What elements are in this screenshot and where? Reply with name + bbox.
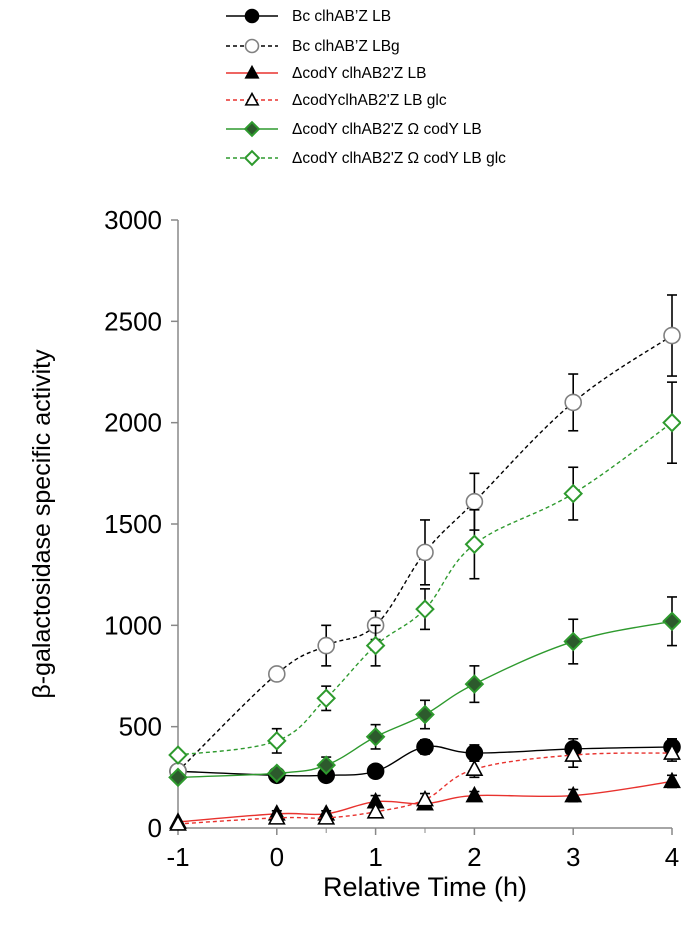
y-tick-label: 1000: [104, 610, 162, 640]
series-4-point: [564, 745, 583, 762]
series-4: [169, 742, 681, 831]
legend-item-3: ΔcodY clhAB2'Z LB: [226, 64, 427, 82]
series-5-point: [316, 755, 337, 775]
series-3-point: [465, 785, 484, 803]
series-5-point: [168, 767, 188, 788]
legend-label: ΔcodY clhAB2'Z Ω codY LB: [292, 121, 482, 138]
series-6-point: [266, 731, 287, 751]
series-4-point: [465, 759, 484, 777]
series-1: [169, 738, 681, 785]
legend-marker: [244, 8, 260, 24]
series-4-line: [177, 752, 673, 825]
series-6-point: [168, 745, 188, 765]
series-5-point: [415, 704, 435, 725]
y-tick-label: 500: [119, 712, 162, 742]
legend-item-1: Bc clhAB’Z LB: [226, 8, 391, 25]
legend: Bc clhAB’Z LB Bc clhAB’Z LBg ΔcodY clhAB2'…: [226, 8, 506, 167]
series-1-point: [366, 762, 385, 781]
legend-marker: [244, 38, 260, 54]
y-tick-label: 1500: [104, 509, 162, 539]
series-6-point: [415, 599, 435, 619]
y-tick-label: 0: [148, 813, 162, 843]
legend-marker: [244, 64, 260, 79]
series-3-point: [564, 785, 583, 803]
y-tick-label: 2000: [104, 408, 162, 438]
legend-item-5: ΔcodY clhAB2'Z Ω codY LB: [226, 120, 482, 138]
legend-item-2: Bc clhAB’Z LBg: [226, 38, 400, 55]
legend-label: ΔcodY clhAB2'Z Ω codY LB glc: [292, 150, 506, 167]
series-1-point: [465, 744, 484, 762]
x-tick-label: 1: [368, 842, 382, 872]
legend-marker: [244, 91, 260, 106]
series-3-point: [663, 771, 681, 789]
series-2-point: [465, 492, 484, 511]
y-tick-label: 3000: [104, 205, 162, 235]
series-5-point: [464, 674, 485, 694]
x-tick-label: 3: [566, 842, 580, 872]
legend-marker: [243, 149, 261, 167]
legend-label: Bc clhAB’Z LBg: [292, 38, 400, 55]
series-4-point: [317, 808, 336, 825]
series-4-point: [366, 802, 385, 819]
legend-item-6: ΔcodY clhAB2'Z Ω codY LB glc: [226, 149, 506, 167]
series-6-point: [662, 412, 681, 433]
plot-area: [168, 294, 681, 831]
series-2-point: [663, 326, 681, 345]
series-1-point: [416, 738, 434, 756]
series-4-point: [267, 808, 286, 825]
legend-label: Bc clhAB’Z LB: [292, 8, 391, 25]
legend-label: ΔcodYclhAB2'Z LB glc: [292, 92, 447, 109]
y-tick-label: 2500: [104, 306, 162, 336]
series-2-point: [564, 393, 583, 412]
legend-marker: [243, 120, 261, 138]
series-6-point: [464, 534, 485, 555]
x-tick-label: 0: [270, 842, 284, 872]
series-5-point: [662, 611, 681, 632]
x-tick-label: 4: [665, 842, 679, 872]
series-2-point: [317, 636, 336, 655]
series-4-point: [416, 789, 434, 807]
series-5: [168, 596, 681, 788]
series-4-point: [169, 814, 187, 831]
x-tick-label: 2: [467, 842, 481, 872]
series-6: [168, 381, 681, 765]
series-4-point: [663, 743, 681, 760]
series-6-point: [563, 483, 584, 504]
series-5-point: [266, 763, 287, 784]
series-6-point: [316, 688, 337, 709]
x-axis-label: Relative Time (h): [323, 872, 527, 902]
series-5-point: [563, 631, 584, 652]
x-tick-label: -1: [166, 842, 189, 872]
series-5-point: [365, 726, 386, 747]
legend-item-4: ΔcodYclhAB2'Z LB glc: [226, 91, 447, 109]
series-6-point: [365, 635, 386, 656]
series-2-point: [416, 543, 434, 562]
series-2-point: [267, 665, 286, 683]
legend-label: ΔcodY clhAB2'Z LB: [292, 65, 427, 82]
y-axis-label: β-galactosidase specific activity: [28, 349, 56, 699]
